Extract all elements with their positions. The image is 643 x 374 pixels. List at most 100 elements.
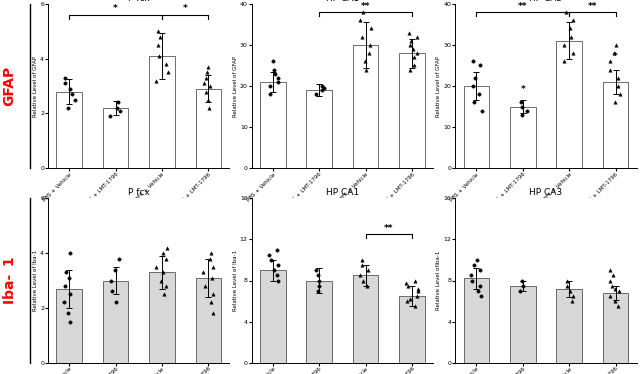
Point <box>115 108 125 114</box>
Point <box>204 83 215 89</box>
Point <box>358 278 368 283</box>
Point <box>403 283 413 289</box>
Point <box>365 42 375 48</box>
Title: P fcx: P fcx <box>128 0 150 3</box>
Bar <box>556 41 582 168</box>
Point <box>266 257 276 263</box>
Point <box>404 30 414 36</box>
Point <box>516 278 527 283</box>
Point <box>313 288 323 294</box>
Point <box>363 267 373 273</box>
Point <box>361 283 372 289</box>
Point <box>605 293 615 299</box>
Bar <box>353 275 378 363</box>
Point <box>361 67 371 73</box>
Point <box>158 250 168 256</box>
Point <box>154 34 165 40</box>
Point <box>355 272 365 278</box>
Point <box>475 267 485 273</box>
Point <box>314 278 324 283</box>
Point <box>272 247 282 253</box>
Point <box>107 288 118 294</box>
Y-axis label: Relative Level of lba-1: Relative Level of lba-1 <box>33 250 38 311</box>
Point <box>269 267 279 273</box>
Point <box>615 91 626 97</box>
Point <box>153 28 163 34</box>
Point <box>60 283 70 289</box>
Point <box>357 34 367 40</box>
Point <box>518 283 529 289</box>
Point <box>475 62 485 68</box>
Point <box>472 257 482 263</box>
Bar <box>195 278 221 363</box>
Point <box>205 300 215 306</box>
Point <box>561 278 572 283</box>
Point <box>161 283 172 289</box>
Bar <box>260 270 285 363</box>
Bar <box>260 82 285 168</box>
Point <box>151 264 161 270</box>
Point <box>110 267 120 273</box>
Point <box>357 257 367 263</box>
Point <box>60 80 70 86</box>
Bar <box>603 293 628 363</box>
Point <box>203 97 213 103</box>
Point <box>409 62 419 68</box>
Point <box>319 85 329 91</box>
Point <box>358 9 368 15</box>
Point <box>469 99 480 105</box>
Point <box>312 272 323 278</box>
Point <box>613 303 623 309</box>
Point <box>67 91 77 97</box>
Point <box>206 250 217 256</box>
Point <box>266 91 276 97</box>
Point <box>405 42 415 48</box>
Point <box>153 42 163 48</box>
Point <box>273 262 283 268</box>
Point <box>410 303 420 309</box>
Point <box>412 34 422 40</box>
Bar <box>353 45 378 168</box>
Point <box>604 58 615 64</box>
Point <box>65 319 75 325</box>
Point <box>208 310 218 316</box>
Point <box>357 262 367 268</box>
Point <box>207 275 217 281</box>
Point <box>403 298 413 304</box>
Title: HP CA3: HP CA3 <box>529 0 563 3</box>
Text: **: ** <box>518 2 527 11</box>
Point <box>608 50 619 56</box>
Bar <box>57 92 82 168</box>
Text: **: ** <box>384 224 394 233</box>
Point <box>406 38 416 44</box>
Point <box>610 298 620 304</box>
Point <box>404 296 415 302</box>
Point <box>565 288 575 294</box>
Point <box>202 69 212 75</box>
Point <box>63 310 73 316</box>
Text: *: * <box>183 4 188 13</box>
Bar <box>399 53 425 168</box>
Text: Iba-  1: Iba- 1 <box>3 257 17 304</box>
Point <box>199 80 209 86</box>
Point <box>606 283 617 289</box>
Point <box>114 255 124 261</box>
Bar <box>464 86 489 168</box>
Point <box>197 269 208 275</box>
Point <box>605 278 615 283</box>
Point <box>516 104 527 110</box>
Point <box>208 291 218 297</box>
Point <box>413 286 423 292</box>
Text: GFAP: GFAP <box>3 66 17 106</box>
Bar <box>510 286 536 363</box>
Point <box>410 54 420 60</box>
Point <box>159 291 169 297</box>
Point <box>522 108 532 114</box>
Point <box>203 105 213 111</box>
Point <box>469 75 480 81</box>
Title: HP CA3: HP CA3 <box>529 188 563 197</box>
Point <box>205 255 215 261</box>
Point <box>311 91 321 97</box>
Bar <box>103 280 129 363</box>
Point <box>60 75 70 81</box>
